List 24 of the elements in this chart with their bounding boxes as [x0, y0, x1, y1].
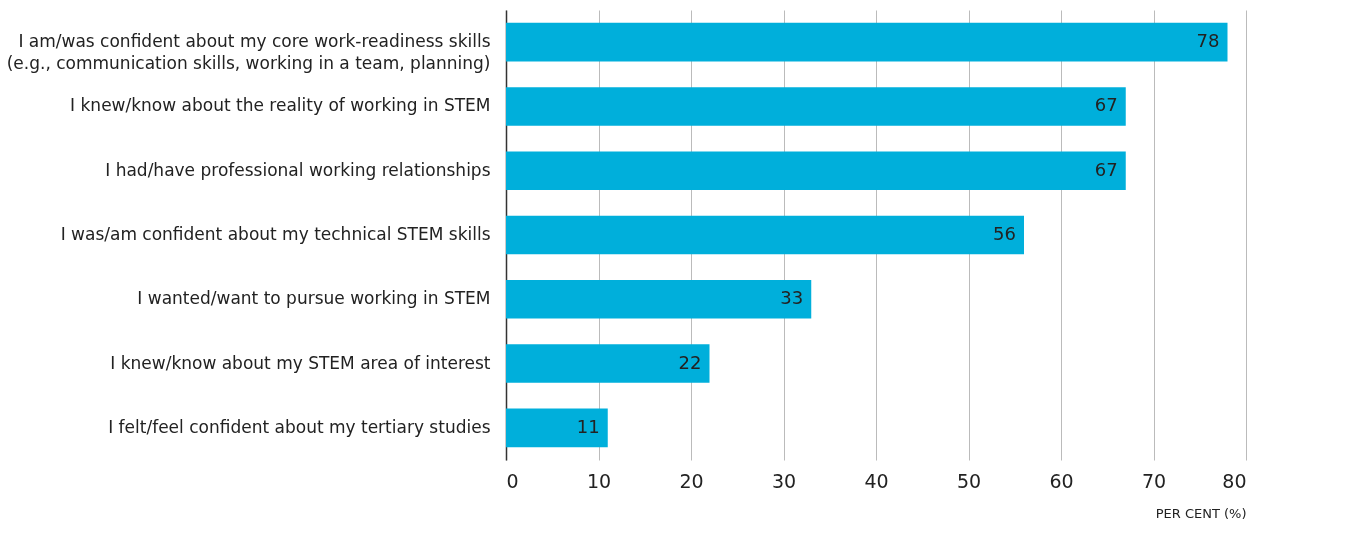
data-label: 67 — [1094, 94, 1118, 116]
x-tick-label: 30 — [771, 469, 797, 492]
x-tick-label: 20 — [679, 469, 704, 492]
x-tick-label: 80 — [1222, 469, 1247, 492]
data-label: 33 — [780, 287, 804, 309]
y-tick-label: I am/was confident about my core work-readiness skills (e.g., communication skills, working in a team, planning) — [6, 31, 491, 74]
y-tick-label: I was/am confident about my technical STEM skills — [60, 224, 491, 244]
x-axis-title: PER CENT (%) — [1155, 505, 1247, 521]
data-label: 11 — [576, 415, 600, 437]
x-tick-label: 70 — [1141, 469, 1167, 492]
y-tick-label: I knew/know about my STEM area of interest — [110, 352, 491, 373]
data-label: 22 — [678, 351, 702, 373]
x-tick-label: 50 — [956, 469, 982, 492]
y-tick-label: I knew/know about the reality of working in STEM — [70, 95, 491, 116]
data-label: 56 — [993, 223, 1016, 244]
y-tick-label: I had/have professional working relationships — [105, 159, 491, 180]
x-tick-label: 60 — [1049, 469, 1074, 492]
data-label: 67 — [1094, 158, 1118, 180]
y-tick-label: I felt/feel confident about my tertiary studies — [108, 416, 491, 437]
x-tick-label: 40 — [864, 469, 889, 492]
x-tick-label: 0 — [506, 469, 519, 492]
data-label: 78 — [1196, 30, 1220, 52]
x-tick-label: 10 — [586, 469, 612, 492]
y-tick-label: I wanted/want to pursue working in STEM — [137, 288, 491, 309]
